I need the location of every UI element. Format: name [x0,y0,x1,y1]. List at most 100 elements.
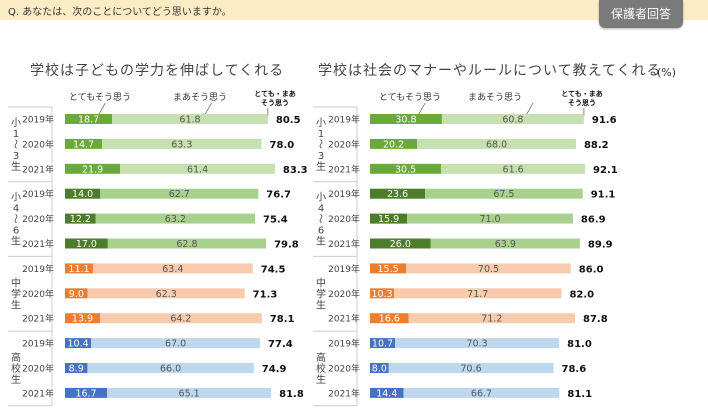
value-some: 65.1 [179,388,200,399]
year-label: 2020年 [22,138,54,150]
year-label: 2020年 [328,363,360,375]
bar-strong [65,313,101,324]
group-label-char: 4 [13,204,19,215]
year-label: 2019年 [22,188,54,200]
bar-strong [65,138,103,149]
value-some: 68.0 [486,139,507,150]
question-banner: Q. あなたは、次のことについてどう思いますか。 [0,0,708,20]
value-strong: 17.0 [76,239,97,250]
year-label: 2021年 [328,387,360,399]
value-total: 91.1 [591,190,616,201]
value-strong: 10.4 [68,339,89,350]
chart-title-right: 学校は社会のマナーやルールについて教えてくれる [318,63,662,79]
bar-strong [65,387,108,398]
group-label-char: 3 [318,151,324,162]
bar-some [100,313,262,324]
bar-some [394,288,562,299]
year-label: 2019年 [328,188,360,200]
value-some: 63.4 [162,264,183,275]
group-label-char: 中 [11,276,21,289]
year-label: 2019年 [328,263,360,275]
group-label-char: 生 [316,373,326,386]
legend-strong: とてもそう思う [379,92,441,103]
value-total: 77.4 [268,339,293,350]
value-strong: 9.0 [69,289,84,300]
legend-some: まあそう思う [173,92,227,103]
bar-some [107,238,267,249]
group-label-char: 1 [318,129,324,140]
bar-some [112,114,268,124]
value-some: 64.2 [170,314,191,325]
value-total: 91.6 [592,115,617,126]
year-label: 2021年 [328,313,360,325]
value-total: 81.0 [567,339,592,350]
value-strong: 14.4 [376,388,397,399]
group-label-char: 学 [316,287,326,300]
group-label-char: 〜 [314,139,325,149]
group-label-char: 生 [11,235,21,248]
bar-some [95,213,256,224]
bar-some [408,313,576,324]
value-some: 62.3 [156,289,177,300]
bar-strong [370,238,431,249]
group-label-char: 3 [13,151,19,162]
bar-some [403,387,560,398]
year-label: 2020年 [328,138,360,150]
value-total: 88.2 [584,140,609,151]
value-total: 74.5 [261,264,286,275]
bar-some [107,387,272,398]
group-label-char: 高 [316,351,326,364]
bar-strong [65,163,121,174]
value-strong: 14.0 [72,189,93,200]
value-total: 75.4 [263,215,288,226]
bar-strong [370,114,442,124]
value-some: 62.7 [169,189,190,200]
group-label-char: 生 [316,235,326,248]
bar-strong [65,263,93,274]
unit-label: (%) [657,66,677,79]
value-total: 74.9 [262,364,287,375]
chart-title-left: 学校は子どもの学力を伸ばしてくれる [30,63,285,79]
year-label: 2019年 [22,114,54,126]
bar-strong [65,114,113,124]
bar-strong [65,238,108,249]
bar-strong [370,213,408,224]
year-label: 2021年 [22,163,54,175]
value-total: 79.8 [274,240,299,251]
value-strong: 15.5 [378,264,399,275]
value-total: 87.8 [583,314,608,325]
value-strong: 16.6 [379,314,400,325]
bar-strong [65,188,101,199]
bar-strong [370,338,395,349]
bar-strong [65,363,88,373]
bar-some [407,213,573,224]
value-some: 71.2 [481,314,502,325]
group-label-char: 小 [316,117,326,129]
year-label: 2019年 [328,338,360,350]
bar-some [388,363,554,373]
value-total: 81.8 [279,389,304,400]
value-strong: 13.9 [72,314,93,325]
legend-total-line1: とても・まあ [254,89,295,98]
bar-strong [370,188,426,199]
value-strong: 10.7 [372,339,393,350]
year-label: 2021年 [328,163,360,175]
value-strong: 21.9 [82,164,103,175]
value-some: 63.3 [171,139,192,150]
legend-total-line1: とても・まあ [561,89,602,98]
bar-strong [370,288,395,299]
group-label-char: 生 [11,298,21,311]
value-total: 92.1 [593,165,618,176]
bar-strong [370,163,442,174]
value-total: 78.0 [270,140,295,151]
value-total: 82.0 [569,289,594,300]
group-label-char: 6 [318,226,324,237]
year-label: 2020年 [22,363,54,375]
value-some: 70.5 [478,264,499,275]
value-some: 67.0 [165,339,186,350]
value-total: 86.0 [579,264,604,275]
value-some: 66.7 [471,388,492,399]
value-some: 61.4 [187,164,208,175]
value-total: 81.1 [567,389,592,400]
